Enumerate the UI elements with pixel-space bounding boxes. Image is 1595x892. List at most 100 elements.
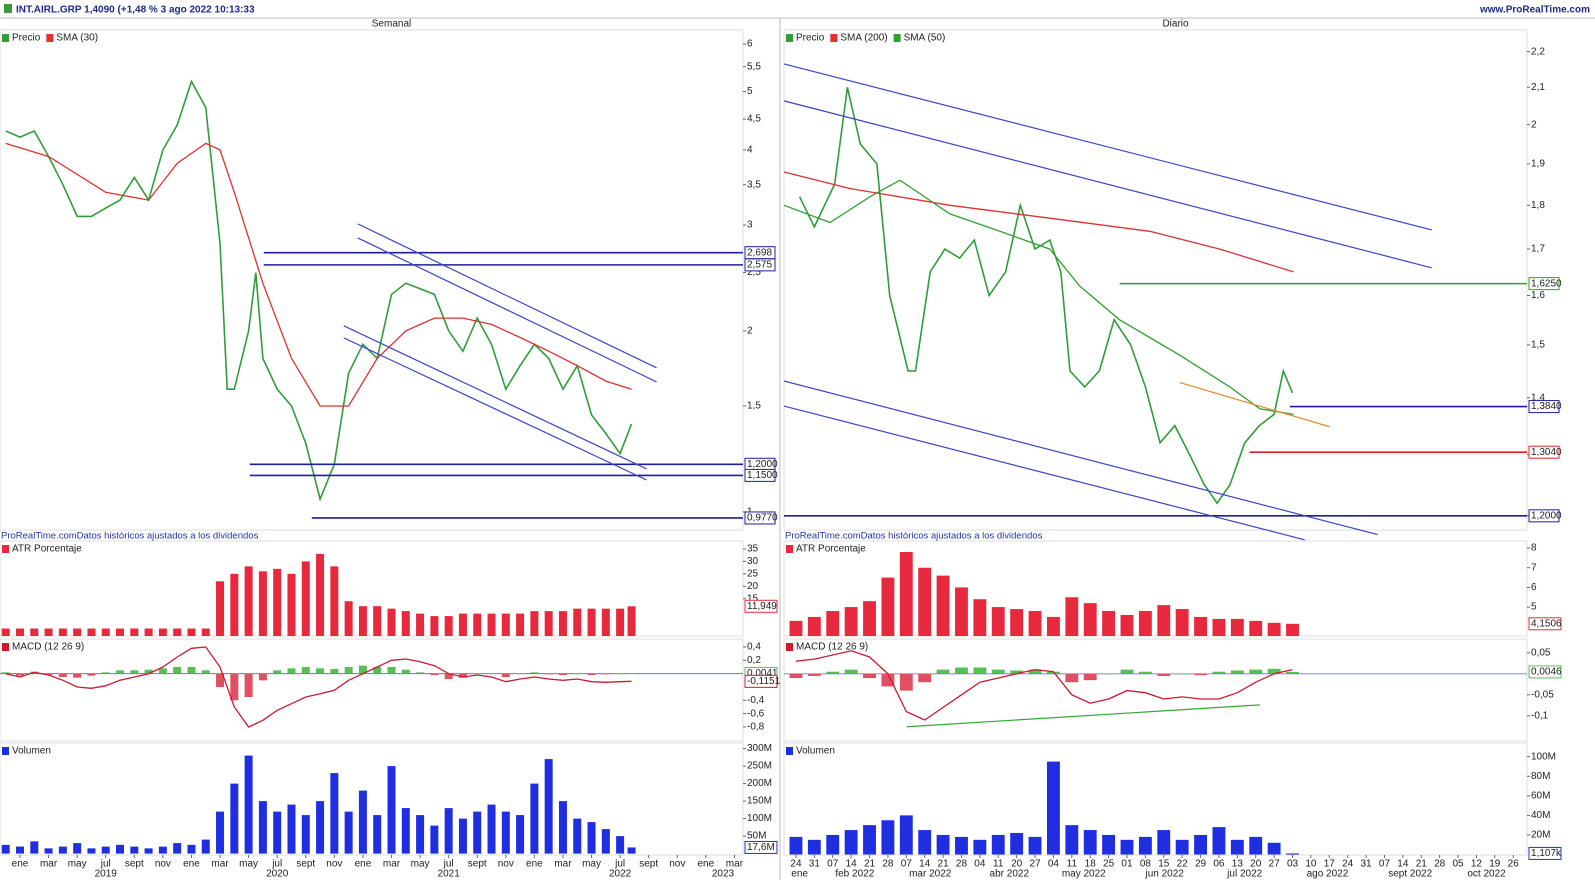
y-tick-label: 2	[1531, 119, 1537, 130]
bar	[473, 613, 482, 636]
bar	[1, 844, 10, 854]
bar	[144, 669, 153, 674]
series-line	[5, 79, 633, 502]
x-tick-label: 18	[1085, 859, 1097, 870]
bar	[44, 848, 53, 854]
x-period-label: 2020	[266, 869, 289, 880]
bar	[187, 667, 196, 674]
level-label: 1,2000	[1531, 510, 1562, 521]
x-tick-label: 28	[882, 859, 894, 870]
bar	[430, 825, 439, 854]
legend-label: SMA (200)	[840, 33, 887, 44]
bar	[287, 804, 296, 854]
trend-line	[783, 380, 1378, 536]
bar	[473, 673, 482, 675]
x-tick-label: may	[68, 859, 87, 870]
x-tick-label: 27	[1029, 859, 1041, 870]
bar	[844, 607, 858, 636]
y-tick-label: 250M	[747, 761, 772, 772]
bar	[58, 628, 67, 636]
bar	[201, 839, 210, 854]
x-tick-label: may	[582, 859, 601, 870]
bar	[373, 667, 382, 674]
x-tick-label: 05	[1452, 859, 1464, 870]
y-tick-label: 7	[1531, 562, 1537, 573]
series-line	[783, 179, 1294, 416]
panel-frame	[783, 29, 1528, 531]
value-box-label: 1,107k	[1531, 848, 1562, 859]
x-tick-label: 10	[1305, 859, 1317, 870]
x-tick-label: ene	[12, 859, 29, 870]
bar	[16, 628, 25, 636]
x-period-label: mar 2022	[909, 869, 952, 880]
bar	[973, 839, 987, 855]
bar	[918, 673, 932, 683]
bar	[1065, 597, 1079, 636]
legend-swatch	[2, 643, 9, 651]
bar	[301, 815, 310, 854]
x-tick-label: 14	[919, 859, 931, 870]
bar	[601, 608, 610, 636]
bar	[899, 673, 913, 691]
bar	[1, 628, 10, 636]
bar	[416, 672, 425, 674]
x-tick-label: mar	[726, 859, 744, 870]
x-period-label: oct 2022	[1467, 869, 1506, 880]
bar	[16, 846, 25, 854]
value-box-label: 4,1506	[1531, 618, 1562, 629]
bar	[1286, 671, 1299, 674]
panel-frame	[0, 540, 744, 637]
y-tick-label: 1,7	[1531, 244, 1545, 255]
bar	[73, 673, 82, 678]
level-label: 1,2000	[747, 459, 778, 470]
y-tick-label: 100M	[747, 813, 772, 824]
x-tick-label: may	[239, 859, 258, 870]
bar	[558, 673, 567, 675]
x-tick-label: 06	[1213, 859, 1225, 870]
bar	[1102, 673, 1116, 675]
symbol-icon	[4, 4, 12, 13]
bar	[16, 673, 25, 676]
panel-frame	[783, 540, 1528, 637]
bar	[516, 815, 525, 854]
level-label: 2,575	[747, 260, 772, 271]
x-tick-label: 20	[1250, 859, 1262, 870]
bar	[187, 844, 196, 854]
x-tick-label: 21	[864, 859, 876, 870]
bar	[863, 825, 876, 855]
x-tick-label: may	[411, 859, 430, 870]
bar	[73, 628, 82, 636]
trend-line	[783, 63, 1432, 231]
bar	[30, 628, 39, 636]
bar	[973, 599, 987, 636]
trend-line	[343, 337, 647, 481]
bar	[1157, 673, 1171, 676]
bar	[899, 552, 913, 636]
x-tick-label: 29	[1195, 859, 1207, 870]
x-tick-label: mar	[383, 859, 401, 870]
bar	[1249, 669, 1263, 674]
x-tick-label: 20	[1011, 859, 1023, 870]
y-tick-label: 50M	[747, 831, 766, 842]
bar	[936, 575, 950, 636]
bar	[101, 628, 110, 636]
bar	[387, 766, 396, 854]
value-box-label: 17,6M	[747, 842, 775, 853]
bar	[273, 568, 282, 636]
bar	[899, 815, 913, 855]
y-tick-label: 5	[1531, 602, 1537, 613]
legend-swatch	[786, 34, 793, 42]
level-box	[1528, 277, 1560, 291]
bar	[444, 616, 453, 636]
site-link[interactable]: www.ProRealTime.com	[1479, 5, 1590, 16]
x-tick-label: 31	[809, 859, 821, 870]
legend-swatch	[46, 34, 54, 42]
bar	[807, 616, 821, 636]
x-tick-label: 27	[1269, 859, 1281, 870]
legend-label: ATR Porcentaje	[796, 544, 866, 555]
bar	[173, 628, 182, 636]
bar	[1194, 834, 1207, 855]
bar	[330, 566, 339, 636]
bar	[1286, 853, 1299, 855]
x-tick-label: sept	[639, 859, 658, 870]
